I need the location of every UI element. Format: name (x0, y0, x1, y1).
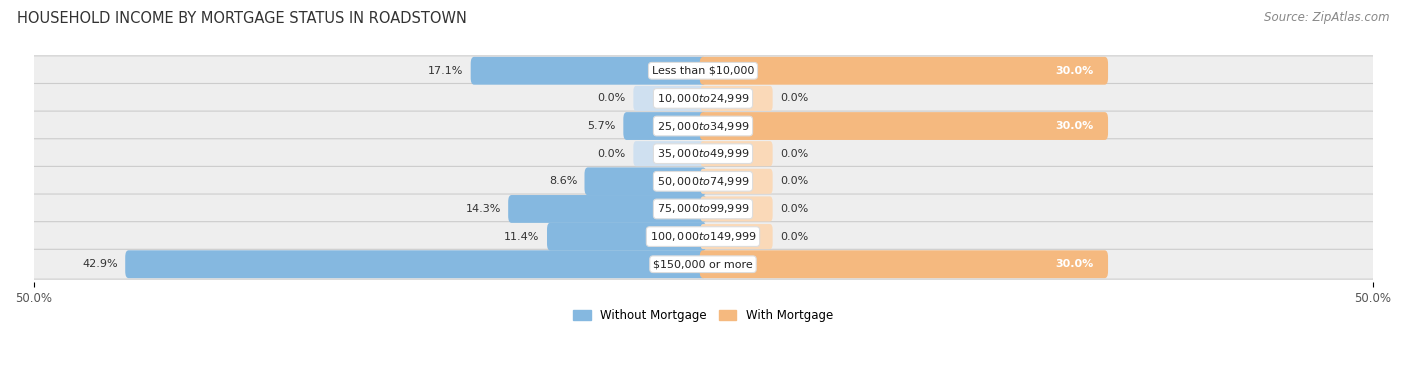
Text: 0.0%: 0.0% (598, 149, 626, 159)
FancyBboxPatch shape (508, 195, 706, 223)
Text: 30.0%: 30.0% (1056, 121, 1094, 131)
FancyBboxPatch shape (700, 57, 1108, 85)
FancyBboxPatch shape (700, 141, 773, 166)
Text: Source: ZipAtlas.com: Source: ZipAtlas.com (1264, 11, 1389, 24)
FancyBboxPatch shape (700, 197, 773, 222)
FancyBboxPatch shape (31, 194, 1375, 224)
FancyBboxPatch shape (31, 56, 1375, 86)
Text: 0.0%: 0.0% (780, 176, 808, 186)
FancyBboxPatch shape (700, 112, 1108, 140)
FancyBboxPatch shape (125, 250, 706, 278)
Legend: Without Mortgage, With Mortgage: Without Mortgage, With Mortgage (568, 304, 838, 327)
Text: 0.0%: 0.0% (780, 204, 808, 214)
Text: 14.3%: 14.3% (465, 204, 501, 214)
Text: 0.0%: 0.0% (780, 149, 808, 159)
FancyBboxPatch shape (585, 167, 706, 195)
FancyBboxPatch shape (471, 57, 706, 85)
Text: 0.0%: 0.0% (780, 232, 808, 242)
FancyBboxPatch shape (31, 139, 1375, 169)
FancyBboxPatch shape (633, 86, 706, 111)
Text: 30.0%: 30.0% (1056, 66, 1094, 76)
FancyBboxPatch shape (547, 223, 706, 251)
FancyBboxPatch shape (700, 224, 773, 249)
FancyBboxPatch shape (31, 222, 1375, 251)
Text: Less than $10,000: Less than $10,000 (652, 66, 754, 76)
Text: 5.7%: 5.7% (588, 121, 616, 131)
FancyBboxPatch shape (31, 84, 1375, 113)
Text: 17.1%: 17.1% (427, 66, 464, 76)
Text: 8.6%: 8.6% (548, 176, 576, 186)
FancyBboxPatch shape (700, 86, 773, 111)
Text: $50,000 to $74,999: $50,000 to $74,999 (657, 175, 749, 188)
Text: $35,000 to $49,999: $35,000 to $49,999 (657, 147, 749, 160)
FancyBboxPatch shape (700, 169, 773, 194)
Text: 30.0%: 30.0% (1056, 259, 1094, 269)
FancyBboxPatch shape (633, 141, 706, 166)
FancyBboxPatch shape (31, 111, 1375, 141)
Text: 0.0%: 0.0% (598, 93, 626, 104)
Text: 0.0%: 0.0% (780, 93, 808, 104)
Text: $150,000 or more: $150,000 or more (654, 259, 752, 269)
FancyBboxPatch shape (623, 112, 706, 140)
FancyBboxPatch shape (700, 250, 1108, 278)
FancyBboxPatch shape (31, 166, 1375, 196)
Text: 11.4%: 11.4% (505, 232, 540, 242)
FancyBboxPatch shape (31, 249, 1375, 279)
Text: HOUSEHOLD INCOME BY MORTGAGE STATUS IN ROADSTOWN: HOUSEHOLD INCOME BY MORTGAGE STATUS IN R… (17, 11, 467, 26)
Text: $25,000 to $34,999: $25,000 to $34,999 (657, 119, 749, 133)
Text: $75,000 to $99,999: $75,000 to $99,999 (657, 203, 749, 215)
Text: $10,000 to $24,999: $10,000 to $24,999 (657, 92, 749, 105)
Text: $100,000 to $149,999: $100,000 to $149,999 (650, 230, 756, 243)
Text: 42.9%: 42.9% (82, 259, 118, 269)
